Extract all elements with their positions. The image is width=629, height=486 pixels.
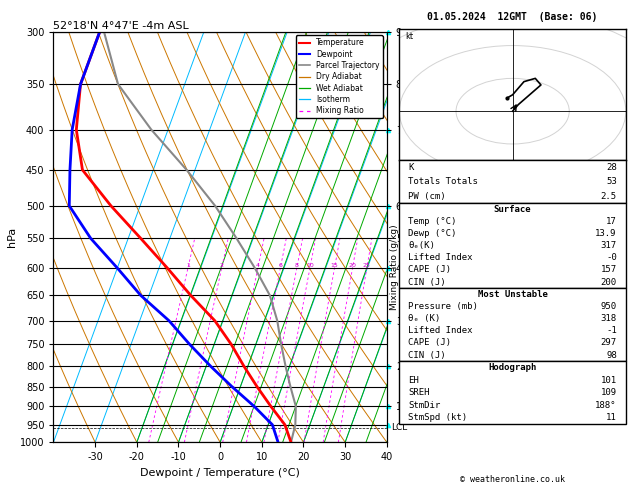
X-axis label: Dewpoint / Temperature (°C): Dewpoint / Temperature (°C)	[140, 468, 300, 478]
Text: 10: 10	[306, 263, 314, 268]
Text: θₑ (K): θₑ (K)	[408, 314, 441, 323]
Text: 6: 6	[279, 263, 282, 268]
Text: StmDir: StmDir	[408, 401, 441, 410]
Text: 318: 318	[601, 314, 617, 323]
Text: CAPE (J): CAPE (J)	[408, 338, 452, 347]
Text: 188°: 188°	[595, 401, 617, 410]
Text: 101: 101	[601, 376, 617, 384]
Text: 8: 8	[295, 263, 299, 268]
Text: K: K	[408, 163, 414, 172]
Text: 157: 157	[601, 265, 617, 275]
Legend: Temperature, Dewpoint, Parcel Trajectory, Dry Adiabat, Wet Adiabat, Isotherm, Mi: Temperature, Dewpoint, Parcel Trajectory…	[296, 35, 383, 118]
Text: 11: 11	[606, 414, 617, 422]
Text: 13.9: 13.9	[595, 229, 617, 238]
Text: Dewp (°C): Dewp (°C)	[408, 229, 457, 238]
Text: SREH: SREH	[408, 388, 430, 397]
Text: kt: kt	[405, 32, 413, 41]
Y-axis label: km
ASL: km ASL	[418, 226, 437, 248]
Text: 4: 4	[256, 263, 260, 268]
Y-axis label: hPa: hPa	[7, 227, 17, 247]
Text: 297: 297	[601, 338, 617, 347]
Text: 20: 20	[348, 263, 357, 268]
Text: CIN (J): CIN (J)	[408, 278, 446, 287]
Text: CAPE (J): CAPE (J)	[408, 265, 452, 275]
Text: Temp (°C): Temp (°C)	[408, 217, 457, 226]
Text: Lifted Index: Lifted Index	[408, 326, 473, 335]
Text: 52°18'N 4°47'E -4m ASL: 52°18'N 4°47'E -4m ASL	[53, 21, 189, 31]
Text: -1: -1	[606, 326, 617, 335]
Text: 28: 28	[606, 163, 617, 172]
Text: 950: 950	[601, 302, 617, 311]
Text: StmSpd (kt): StmSpd (kt)	[408, 414, 467, 422]
Text: Surface: Surface	[494, 205, 532, 214]
Text: Lifted Index: Lifted Index	[408, 253, 473, 262]
Text: PW (cm): PW (cm)	[408, 191, 446, 201]
Text: Hodograph: Hodograph	[489, 363, 537, 372]
Text: CIN (J): CIN (J)	[408, 350, 446, 360]
Text: Most Unstable: Most Unstable	[477, 290, 548, 299]
Text: 01.05.2024  12GMT  (Base: 06): 01.05.2024 12GMT (Base: 06)	[428, 12, 598, 22]
Text: 109: 109	[601, 388, 617, 397]
Text: -0: -0	[606, 253, 617, 262]
Text: 17: 17	[606, 217, 617, 226]
Text: 53: 53	[606, 177, 617, 186]
Text: EH: EH	[408, 376, 419, 384]
Text: 2.5: 2.5	[601, 191, 617, 201]
Text: Mixing Ratio (g/kg): Mixing Ratio (g/kg)	[390, 225, 399, 310]
Text: θₑ(K): θₑ(K)	[408, 241, 435, 250]
Text: Totals Totals: Totals Totals	[408, 177, 478, 186]
Text: LCL: LCL	[391, 423, 407, 432]
Text: 15: 15	[331, 263, 338, 268]
Text: Pressure (mb): Pressure (mb)	[408, 302, 478, 311]
Text: 200: 200	[601, 278, 617, 287]
Text: 98: 98	[606, 350, 617, 360]
Text: 2: 2	[220, 263, 224, 268]
Text: 25: 25	[363, 263, 370, 268]
Text: 317: 317	[601, 241, 617, 250]
Text: © weatheronline.co.uk: © weatheronline.co.uk	[460, 474, 565, 484]
Text: 1: 1	[186, 263, 190, 268]
